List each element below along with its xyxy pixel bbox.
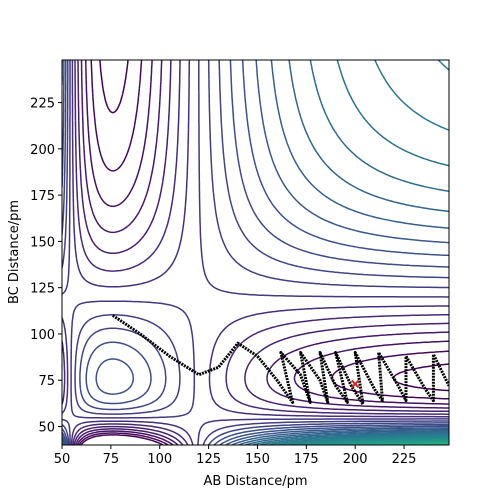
x-tick-label: 150	[245, 452, 270, 467]
contour-line	[62, 60, 449, 445]
y-tick-label: 50	[38, 420, 55, 435]
contour-line	[74, 60, 449, 445]
contour-line	[277, 435, 449, 445]
y-tick-label: 75	[38, 374, 55, 389]
x-tick-label: 125	[196, 452, 221, 467]
y-tick-label: 100	[30, 328, 55, 343]
x-tick-label: 200	[343, 452, 368, 467]
contour-line	[62, 60, 449, 445]
contour-line	[286, 437, 449, 445]
contour-line	[62, 60, 449, 445]
contour-line	[62, 60, 449, 445]
y-axis-label: BC Distance/pm	[7, 200, 22, 304]
y-tick-label: 175	[30, 189, 55, 204]
y-tick-label: 125	[30, 282, 55, 297]
trajectory-line	[111, 314, 449, 406]
x-tick-label: 100	[147, 452, 172, 467]
contour-line	[62, 60, 449, 445]
x-tick-label: 75	[103, 452, 120, 467]
contour-plot	[62, 60, 449, 445]
contour-line	[73, 60, 449, 445]
contour-line	[62, 60, 449, 445]
x-tick-label: 225	[392, 452, 417, 467]
contour-line	[62, 60, 449, 445]
y-tick-label: 150	[30, 235, 55, 250]
x-tick-label: 175	[294, 452, 319, 467]
x-tick-label: 50	[54, 452, 71, 467]
trajectory	[111, 314, 449, 406]
marker	[350, 379, 360, 389]
x-axis-label: AB Distance/pm	[203, 474, 307, 489]
y-tick-label: 225	[30, 97, 55, 112]
contour-line	[78, 60, 449, 445]
contour-line	[62, 60, 449, 445]
plot-frame	[61, 59, 450, 446]
y-tick-label: 200	[30, 143, 55, 158]
contour-line	[76, 60, 449, 445]
